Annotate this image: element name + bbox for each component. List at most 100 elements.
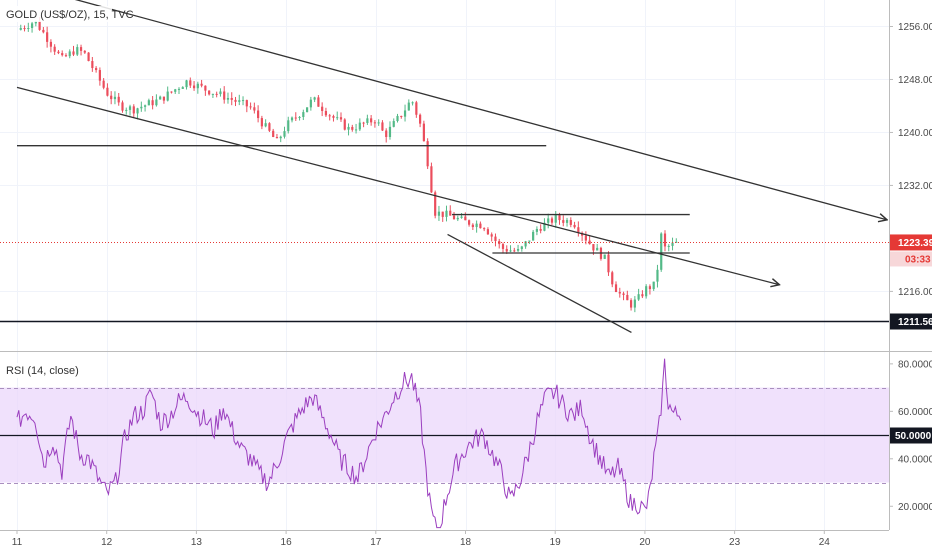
candle-down [223,91,226,100]
candle-up [34,21,37,24]
candle-down [162,96,166,101]
candle-up [667,245,670,247]
wedge-lower-line[interactable] [447,233,632,334]
candle-down [234,99,237,102]
candle-down [498,241,501,245]
candle-down [370,118,373,123]
upper-channel-line[interactable] [53,0,887,220]
candle-down [46,32,49,42]
time-tick-label: 23 [729,537,741,548]
candle-down [626,294,629,301]
candle-up [543,222,546,231]
candle-down [415,102,418,115]
time-tick-label: 20 [639,537,651,548]
candle-up [358,122,361,130]
candle-down [170,91,173,93]
candle-down [61,53,64,56]
candle-up [509,250,512,252]
candle-down [294,117,297,119]
candle-up [181,87,184,89]
candle-down [441,211,444,217]
header-backdrop [0,6,112,22]
candle-up [238,100,241,102]
candle-up [656,269,659,282]
candle-down [208,90,211,95]
candle-down [339,117,343,120]
price-tick-label: 1240.00 [898,128,932,139]
candle-up [68,51,71,57]
rsi-axis[interactable]: 80.0000 60.0000 40.0000 20.0000 50.0000 [889,359,932,513]
candle-up [388,126,392,137]
candle-up [547,218,550,223]
candle-up [475,223,478,228]
candle-down [324,110,328,116]
candle-down [317,97,320,107]
candle-down [467,220,471,225]
candle-down [98,70,101,81]
candle-up [159,96,162,100]
candle-down [249,106,252,108]
candle-up [279,136,282,139]
candle-up [377,122,380,124]
rsi-header: RSI (14, close) [2,363,79,378]
candle-up [264,123,267,127]
candle-up [226,97,230,100]
price-lines [0,241,889,323]
rsi-midline-badge [890,427,932,444]
candle-down [215,93,218,95]
candle-down [23,28,26,30]
candle-up [113,96,117,100]
symbol-label[interactable]: GOLD (US$/OZ), 15, TVC [6,9,134,21]
candle-down [452,215,456,220]
candle-up [298,116,301,118]
time-axis[interactable]: 11 12 13 16 17 18 19 20 23 24 [12,530,830,548]
candle-down [42,29,45,33]
price-tick-label: 1216.00 [898,287,932,298]
candle-down [558,215,561,221]
candle-down [629,300,633,308]
candle-up [411,102,414,104]
candle-down [189,80,192,86]
trend-drawings[interactable] [16,0,887,334]
time-tick-label: 18 [460,537,472,548]
candle-up [166,91,169,101]
candle-down [430,166,433,193]
price-axis[interactable]: 1256.00 1248.00 1240.00 1232.00 1216.00 1223.… [889,22,932,330]
candle-up [532,231,535,241]
rsi-tick-label: 20.0000 [898,502,932,513]
rsi-midline-label: 50.0000 [895,431,932,442]
candle-down [486,229,490,235]
candle-down [230,97,233,100]
candle-up [520,246,523,250]
candle-down [272,130,275,138]
candle-down [562,220,565,223]
candle-up [535,228,539,232]
lower-channel-line[interactable] [16,86,779,284]
candle-up [305,107,309,113]
candle-up [27,28,30,30]
candle-up [528,240,531,242]
rsi-label[interactable]: RSI (14, close) [6,365,79,377]
candle-down [321,106,324,111]
candle-down [400,115,403,117]
candle-down [592,244,595,251]
candle-down [110,95,113,100]
candle-up [396,115,399,122]
candle-up [219,91,222,95]
candle-up [313,97,316,100]
candle-down [614,284,618,292]
candle-down [483,228,486,230]
candle-down [332,116,335,118]
candle-down [362,122,365,124]
candle-up [128,106,132,110]
candle-down [192,85,196,89]
candle-down [91,61,94,69]
candle-down [245,100,248,107]
candle-up [76,47,79,55]
candle-up [633,299,636,308]
candle-down [200,83,203,86]
candle-down [132,106,135,114]
candle-up [155,99,158,106]
candle-down [471,224,474,228]
